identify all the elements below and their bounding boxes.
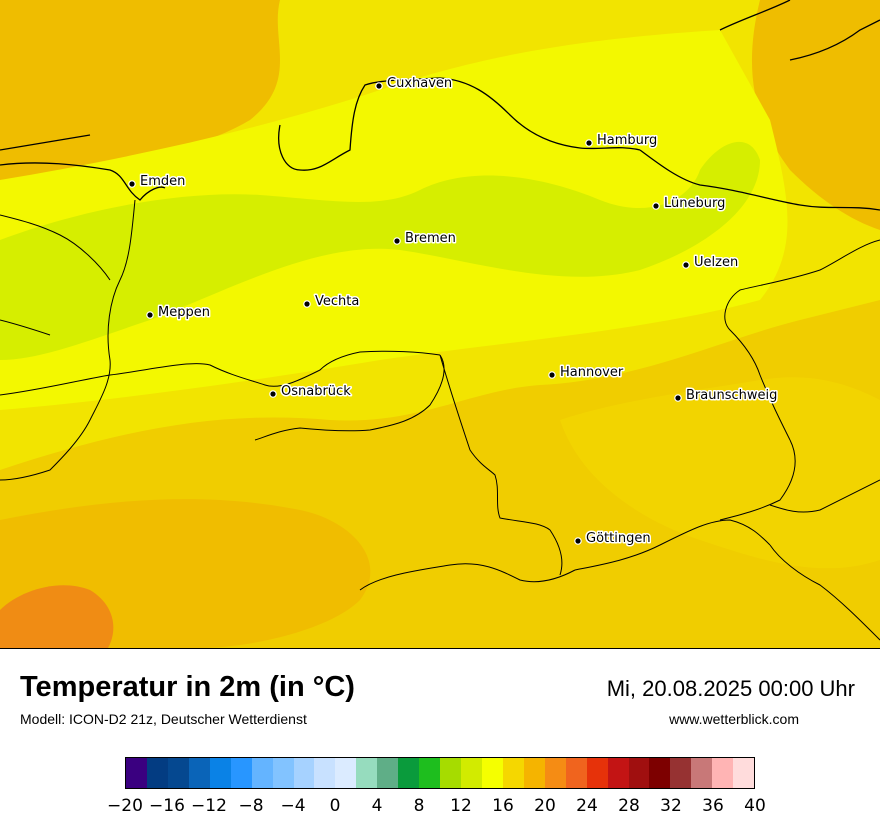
color-swatch — [712, 758, 733, 788]
scale-tick-label: 4 — [372, 796, 383, 816]
scale-tick-label: 16 — [492, 796, 514, 816]
city-l-neburg[interactable]: Lüneburg — [653, 196, 726, 211]
color-swatch — [419, 758, 440, 788]
city-label: Uelzen — [694, 255, 738, 270]
color-swatch — [273, 758, 294, 788]
city-vechta[interactable]: Vechta — [304, 294, 360, 309]
city-label: Emden — [140, 174, 185, 189]
city-hamburg[interactable]: Hamburg — [586, 133, 657, 148]
color-swatch — [566, 758, 587, 788]
scale-tick-label: 12 — [450, 796, 472, 816]
color-swatch — [482, 758, 503, 788]
city-marker — [575, 538, 581, 544]
scale-tick-label: 40 — [744, 796, 766, 816]
temperature-map[interactable]: Cuxhaven Hamburg Emden Lüneburg Bremen Uelzen… — [0, 0, 880, 649]
city-label: Cuxhaven — [387, 76, 452, 91]
color-swatch — [147, 758, 168, 788]
city-label: Hamburg — [597, 133, 657, 148]
city-label: Bremen — [405, 231, 456, 246]
website-link[interactable]: www.wetterblick.com — [669, 711, 799, 727]
color-swatch — [691, 758, 712, 788]
city-layer: Cuxhaven Hamburg Emden Lüneburg Bremen Uelzen… — [0, 0, 880, 648]
scale-tick-label: −12 — [191, 796, 227, 816]
color-swatch — [629, 758, 650, 788]
city-marker — [683, 262, 689, 268]
scale-tick-label: −16 — [149, 796, 185, 816]
city-label: Osnabrück — [281, 384, 351, 399]
city-braunschweig[interactable]: Braunschweig — [675, 388, 778, 403]
scale-tick-label: −20 — [107, 796, 143, 816]
city-marker — [129, 181, 135, 187]
city-marker — [653, 203, 659, 209]
color-swatch — [126, 758, 147, 788]
color-scale — [125, 757, 755, 789]
color-swatch — [545, 758, 566, 788]
city-marker — [304, 301, 310, 307]
color-swatch — [398, 758, 419, 788]
scale-tick-label: 20 — [534, 796, 556, 816]
color-swatch — [649, 758, 670, 788]
city-marker — [270, 391, 276, 397]
color-swatch — [356, 758, 377, 788]
city-g-ttingen[interactable]: Göttingen — [575, 531, 651, 546]
city-label: Meppen — [158, 305, 210, 320]
city-label: Braunschweig — [686, 388, 777, 403]
scale-tick-label: 28 — [618, 796, 640, 816]
city-marker — [586, 140, 592, 146]
city-osnabr-ck[interactable]: Osnabrück — [270, 384, 351, 399]
color-swatch — [503, 758, 524, 788]
color-scale-ticks: −20−16−12−8−40481216202428323640 — [125, 796, 755, 818]
city-marker — [394, 238, 400, 244]
city-label: Göttingen — [586, 531, 651, 546]
scale-tick-label: −4 — [280, 796, 305, 816]
color-swatch — [733, 758, 754, 788]
city-marker — [147, 312, 153, 318]
scale-tick-label: 24 — [576, 796, 598, 816]
scale-tick-label: 36 — [702, 796, 724, 816]
color-swatch — [461, 758, 482, 788]
city-cuxhaven[interactable]: Cuxhaven — [376, 76, 452, 91]
color-swatch — [608, 758, 629, 788]
color-swatch — [189, 758, 210, 788]
color-swatch — [294, 758, 315, 788]
color-swatch — [252, 758, 273, 788]
city-label: Hannover — [560, 365, 624, 380]
color-swatch — [231, 758, 252, 788]
scale-tick-label: 0 — [330, 796, 341, 816]
scale-tick-label: 32 — [660, 796, 682, 816]
map-title: Temperatur in 2m (in °C) — [20, 671, 355, 704]
color-swatch — [168, 758, 189, 788]
city-marker — [549, 372, 555, 378]
color-swatch — [210, 758, 231, 788]
color-swatch — [670, 758, 691, 788]
city-emden[interactable]: Emden — [129, 174, 186, 189]
city-meppen[interactable]: Meppen — [147, 305, 210, 320]
scale-tick-label: 8 — [414, 796, 425, 816]
city-bremen[interactable]: Bremen — [394, 231, 456, 246]
color-swatch — [440, 758, 461, 788]
forecast-datetime: Mi, 20.08.2025 00:00 Uhr — [607, 676, 855, 702]
city-marker — [376, 83, 382, 89]
color-swatch — [587, 758, 608, 788]
city-label: Vechta — [315, 294, 359, 309]
color-swatch — [335, 758, 356, 788]
color-swatch — [524, 758, 545, 788]
model-source: Modell: ICON-D2 21z, Deutscher Wetterdie… — [20, 711, 307, 727]
city-uelzen[interactable]: Uelzen — [683, 255, 738, 270]
scale-tick-label: −8 — [238, 796, 263, 816]
color-swatch — [314, 758, 335, 788]
city-marker — [675, 395, 681, 401]
city-label: Lüneburg — [664, 196, 725, 211]
color-swatch — [377, 758, 398, 788]
city-hannover[interactable]: Hannover — [549, 365, 624, 380]
